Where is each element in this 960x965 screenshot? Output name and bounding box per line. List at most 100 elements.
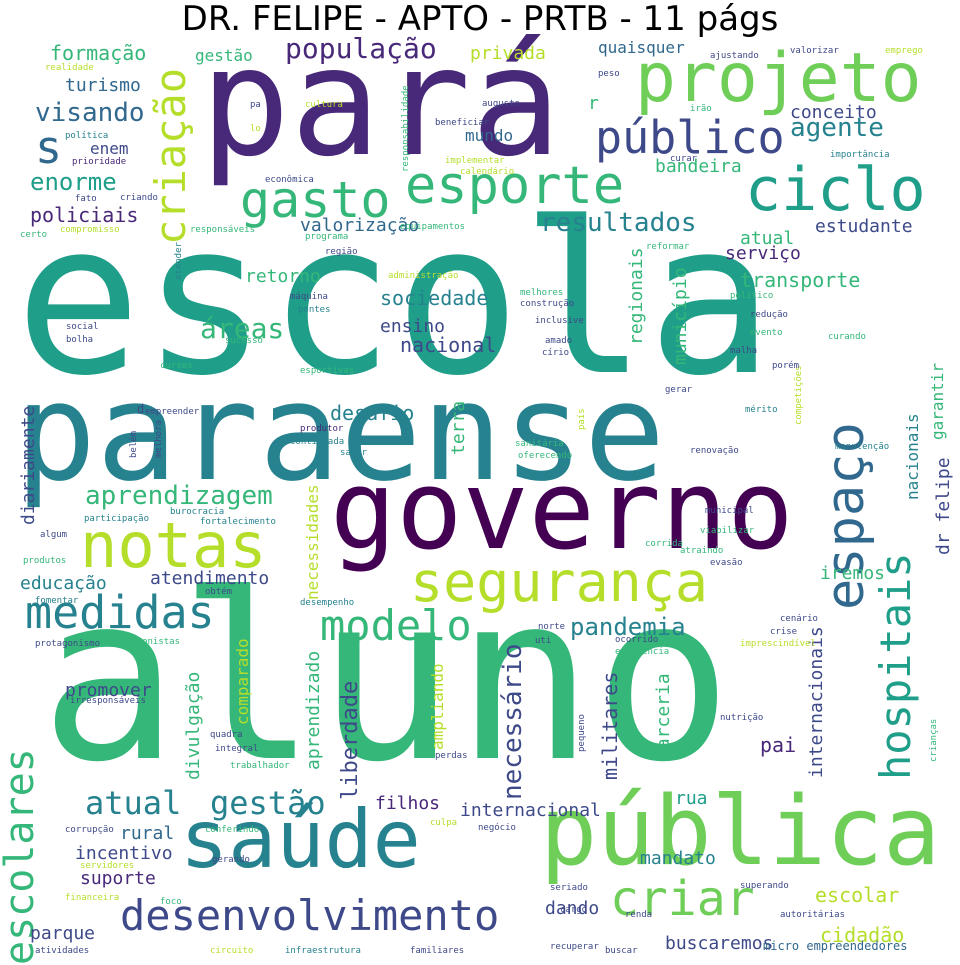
word-153: ocorrido [615,635,659,645]
word-8: notas [80,509,267,582]
word-102: social [66,322,99,332]
word-48: transporte [740,268,861,292]
word-113: sanar [340,448,368,458]
word-112: continuada [290,437,345,447]
word-141: cargo [560,905,588,915]
word-130: servidores [80,861,135,871]
word-157: imprescindível [740,639,816,649]
word-110: melhora [154,420,164,458]
word-114: burocracia [170,507,225,517]
word-165: mérito [745,405,778,415]
word-124: irresponsáveis [70,696,146,706]
word-74: diariamente [18,405,39,525]
word-14: criação [146,67,195,245]
word-4: governo [330,446,794,574]
word-42: mundo [465,126,514,145]
word-176: país [577,408,587,430]
word-103: bolha [66,335,94,345]
word-125: quadra [210,730,243,740]
word-186: lo [250,124,261,134]
word-54: município [670,267,691,365]
word-142: negócio [478,823,516,833]
word-89: política [65,131,109,141]
word-192: ajustando [710,51,759,61]
word-2: paraense [15,354,666,511]
word-88: realidade [45,63,94,73]
word-168: porém [772,361,800,371]
word-184: cultura [305,100,343,110]
word-172: redução [750,310,788,320]
word-104: cursos [160,361,193,371]
word-193: valorizar [790,46,839,56]
word-151: norte [538,622,566,632]
word-82: escolar [815,883,900,907]
word-181: melhores [520,288,564,298]
word-179: inclusive [535,316,584,326]
word-24: população [285,32,437,65]
word-116: fortalecimento [200,517,276,527]
word-185: pa [250,100,261,110]
word-199: r [588,93,599,114]
word-68: parceria [653,673,674,760]
word-86: buscaremos [665,933,774,954]
word-154: emergência [615,647,670,657]
word-150: crianças [929,718,939,762]
word-152: uti [535,636,552,646]
word-194: emprego [885,46,923,56]
word-67: militares [598,671,622,780]
word-41: conceito [790,102,877,123]
word-70: internacionais [806,626,827,778]
word-57: necessidades [303,484,322,600]
word-163: renovação [690,446,739,456]
word-6: saúde [180,793,421,886]
word-19: criar [610,871,755,927]
word-93: certo [20,230,48,240]
word-84: dando [545,898,600,919]
word-126: integral [215,744,259,754]
word-49: retorno [245,266,321,287]
word-117: algum [40,530,68,540]
word-156: crise [770,627,798,637]
word-122: protagonismo [35,639,101,649]
word-34: formação [50,41,147,65]
word-119: obtém [205,587,233,597]
word-33: s [35,121,63,174]
word-149: nutrição [720,713,764,723]
word-40: policiais [30,203,139,227]
word-161: atraindo [680,546,724,556]
word-56: terra [448,400,469,455]
word-129: conferindo [205,825,260,835]
word-76: internacional [460,800,601,821]
word-43: bandeira [655,156,742,177]
word-9: segurança [410,550,709,614]
word-81: mandato [640,848,716,869]
word-171: curando [828,332,866,342]
word-170: evento [750,328,783,338]
word-120: fomentar [35,596,79,606]
word-136: infraestrutura [285,946,361,956]
word-1: aluno [40,546,733,813]
word-59: educação [20,573,107,594]
word-197: curar [670,154,698,164]
word-135: circuito [210,946,254,956]
word-35: gestão [195,46,253,65]
word-64: comparado [233,638,252,725]
word-174: sanitária [515,439,564,449]
word-50: sociedade [380,286,489,310]
word-177: amado [545,336,573,346]
word-63: divulgação [183,671,204,780]
word-28: áreas [200,312,285,345]
word-188: beneficiar [435,118,490,128]
word-37: quaisquer [598,38,685,57]
word-17: medidas [25,586,215,639]
word-127: trabalhador [230,761,290,771]
word-111: produtor [300,424,344,434]
word-77: rua [675,788,708,809]
word-101: pontes [298,305,331,315]
word-18: desenvolvimento [120,891,500,940]
word-27: agente [790,113,884,143]
word-166: competições [794,365,804,425]
word-71: nacionais [903,413,922,500]
word-30: aprendizagem [85,481,273,511]
word-189: implementar [445,156,505,166]
